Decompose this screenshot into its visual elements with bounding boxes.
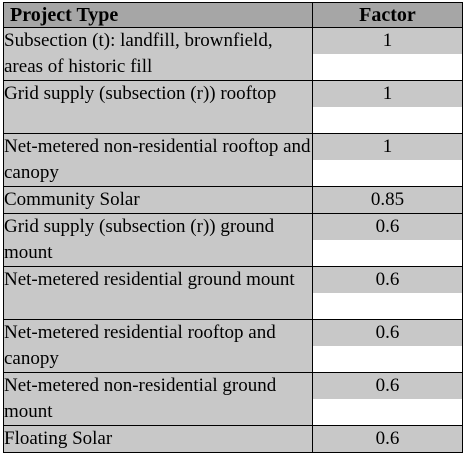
table-row: Net-metered residential rooftop and cano… [3, 319, 463, 373]
project-type-cell: Grid supply (subsection (r)) ground moun… [3, 213, 313, 267]
table-row: Community Solar 0.85 [3, 186, 463, 214]
factor-cell: 0.6 [312, 319, 463, 373]
table-row: Grid supply (subsection (r)) rooftop 1 [3, 80, 463, 134]
table-row: Grid supply (subsection (r)) ground moun… [3, 213, 463, 267]
factor-cell: 0.6 [312, 372, 463, 426]
factor-value: 1 [313, 28, 462, 54]
project-type-cell: Net-metered non-residential rooftop and … [3, 133, 313, 187]
factor-value: 0.6 [313, 373, 462, 399]
table-row: Net-metered residential ground mount 0.6 [3, 266, 463, 320]
table-row: Net-metered non-residential ground mount… [3, 372, 463, 426]
factor-cell: 1 [312, 133, 463, 187]
factor-value: 1 [313, 81, 462, 107]
header-project-type: Project Type [3, 2, 313, 28]
table-row: Net-metered non-residential rooftop and … [3, 133, 463, 187]
project-type-cell: Floating Solar [3, 425, 313, 453]
factor-cell: 0.6 [312, 425, 463, 453]
project-type-cell: Net-metered residential ground mount [3, 266, 313, 320]
project-type-cell: Subsection (t): landfill, brownfield, ar… [3, 27, 313, 81]
header-row: Project Type Factor [3, 2, 463, 28]
factor-cell: 0.6 [312, 266, 463, 320]
table-row: Floating Solar 0.6 [3, 425, 463, 453]
project-type-cell: Net-metered residential rooftop and cano… [3, 319, 313, 373]
project-type-cell: Net-metered non-residential ground mount [3, 372, 313, 426]
factor-cell: 1 [312, 80, 463, 134]
factor-cell: 0.6 [312, 213, 463, 267]
project-type-cell: Grid supply (subsection (r)) rooftop [3, 80, 313, 134]
factor-value: 0.85 [313, 187, 462, 213]
header-factor: Factor [312, 2, 463, 28]
factor-value: 1 [313, 134, 462, 160]
factor-value: 0.6 [313, 320, 462, 346]
project-type-cell: Community Solar [3, 186, 313, 214]
project-factor-table: Project Type Factor Subsection (t): land… [3, 2, 463, 453]
table-row: Subsection (t): landfill, brownfield, ar… [3, 27, 463, 81]
factor-cell: 1 [312, 27, 463, 81]
factor-value: 0.6 [313, 267, 462, 293]
factor-cell: 0.85 [312, 186, 463, 214]
factor-value: 0.6 [313, 426, 462, 452]
factor-value: 0.6 [313, 214, 462, 240]
